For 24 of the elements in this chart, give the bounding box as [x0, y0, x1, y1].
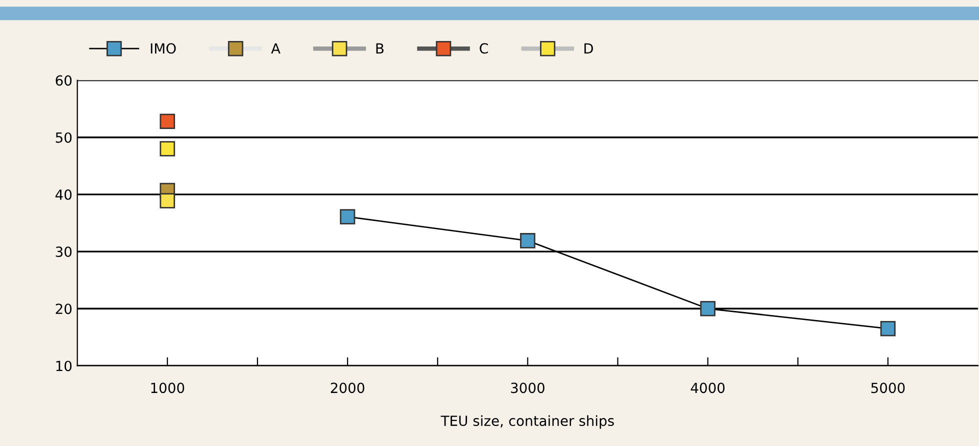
x-axis-title: TEU size, container ships	[440, 415, 614, 429]
point	[700, 300, 716, 316]
y-tick-label: 10	[56, 360, 72, 372]
legend-label: D	[584, 43, 593, 54]
point	[520, 233, 536, 248]
x-tick-label: 1000	[151, 382, 184, 394]
x-tick-label: 2000	[330, 382, 364, 394]
y-tick-label: 40	[55, 189, 72, 200]
legend-label: IMO	[150, 43, 176, 54]
point	[160, 193, 176, 208]
x-tick-label: 4000	[690, 382, 725, 394]
point	[880, 320, 896, 336]
point	[160, 141, 176, 156]
y-tick-label: 50	[56, 132, 72, 143]
legend-label: B	[376, 43, 384, 54]
point	[160, 114, 176, 130]
x-tick-label: 5000	[871, 382, 905, 394]
y-tick-label: 20	[56, 304, 72, 314]
x-tick-label: 3000	[511, 382, 544, 394]
legend-label: C	[480, 43, 488, 54]
y-tick-label: 30	[56, 246, 72, 258]
point	[340, 209, 356, 224]
legend-label: A	[271, 43, 280, 54]
y-tick-label: 60	[56, 75, 72, 86]
